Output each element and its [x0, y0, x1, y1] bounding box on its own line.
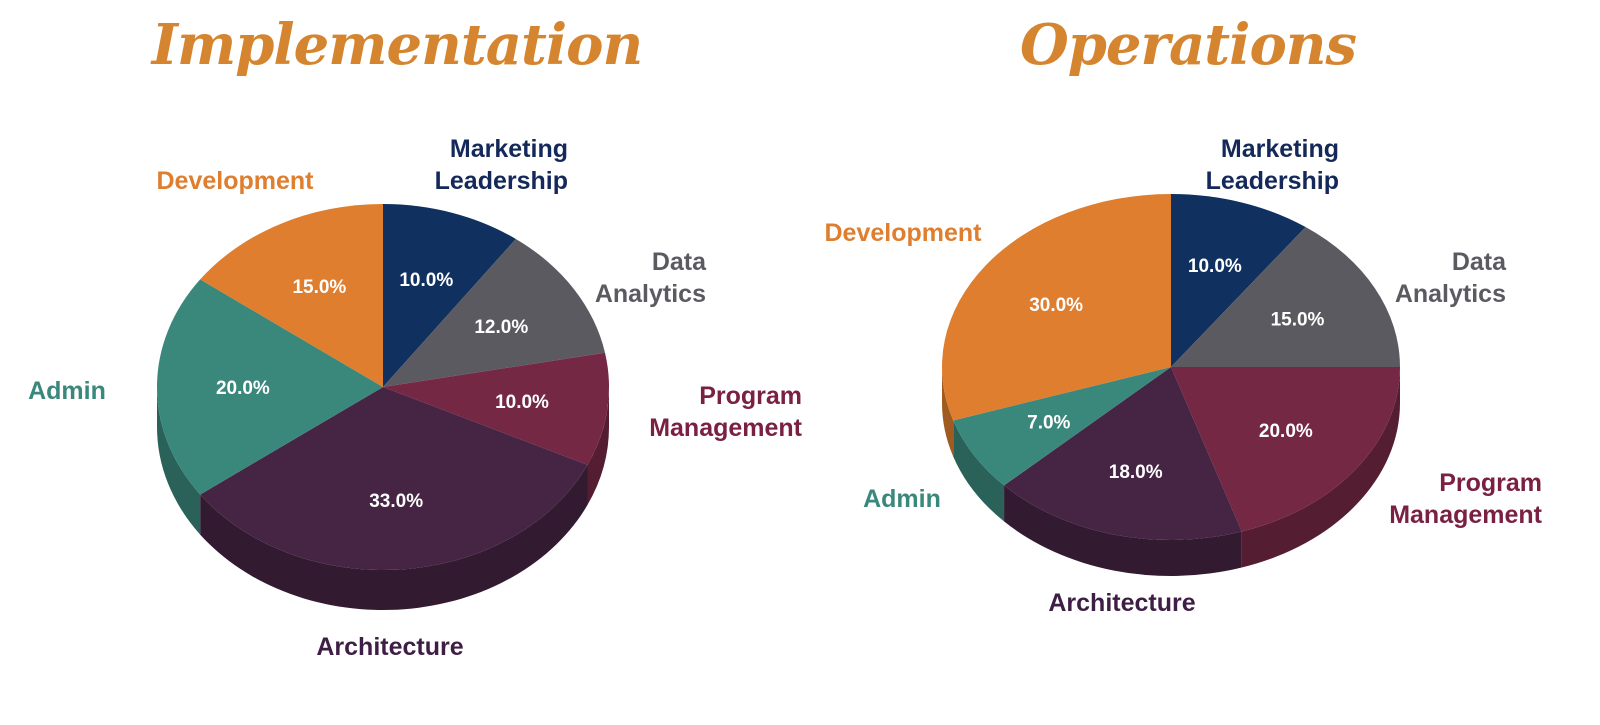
chart-title-implementation: Implementation [151, 12, 643, 78]
pie-slice [383, 238, 605, 387]
pie-chart-0: 10.0% 12.0% 10.0% 33.0% 20.0% 15.0% Marketing L… [28, 135, 803, 661]
pie-slice [1171, 227, 1400, 367]
pie-value-label: 15.0% [1271, 309, 1325, 330]
pie-value-label: 33.0% [369, 491, 423, 512]
pie-category-label: Admin [863, 485, 941, 513]
pie-slice [941, 194, 1171, 421]
pie-sides [157, 387, 609, 610]
pie-category-label: Program Management [649, 382, 802, 442]
chart-title-operations: Operations [1019, 12, 1357, 78]
pie-category-label: Marketing Leadership [1206, 135, 1339, 195]
pie-value-label: 10.0% [399, 270, 453, 291]
pie-sides [942, 367, 1400, 576]
pie-side-wall [157, 387, 201, 535]
pie-category-label: Development [157, 167, 315, 195]
pie-side-wall [1241, 367, 1400, 568]
pie-slice [157, 279, 383, 495]
pie-value-label: 20.0% [1259, 421, 1313, 442]
pie-category-label: Development [825, 219, 983, 247]
pie-category-label: Marketing Leadership [435, 135, 568, 195]
pie-category-label: Data Analytics [1395, 248, 1507, 308]
pie-slice [383, 352, 609, 465]
pie-category-label: Data Analytics [595, 248, 707, 308]
pie-value-label: 20.0% [216, 378, 270, 399]
pie-slice [953, 367, 1171, 486]
pie-chart-1: 10.0% 15.0% 20.0% 18.0% 7.0% 30.0% Marketing Le… [825, 135, 1543, 617]
pie-slice [200, 387, 588, 570]
pie-value-label: 10.0% [495, 392, 549, 413]
pie-side-wall [942, 367, 954, 457]
pie-category-label: Architecture [1048, 589, 1195, 617]
pie-value-label: 18.0% [1109, 462, 1163, 483]
pie-slice [1171, 194, 1306, 367]
pie-value-label: 10.0% [1188, 256, 1242, 277]
pie-slice [1171, 367, 1400, 532]
pie-category-label: Admin [28, 377, 106, 405]
pie-slices [941, 194, 1400, 540]
pie-side-wall [953, 420, 1005, 522]
pie-slices [157, 204, 609, 570]
pie-value-label: 7.0% [1027, 413, 1070, 434]
pie-value-label: 12.0% [474, 317, 528, 338]
pie-value-label: 30.0% [1029, 295, 1083, 316]
pie-category-label: Architecture [316, 633, 463, 661]
pie-category-label: Program Management [1389, 469, 1542, 529]
pie-side-wall [1004, 485, 1242, 576]
pie-side-wall [200, 464, 588, 610]
pie-slice [200, 204, 383, 387]
pie-slice [1004, 367, 1242, 540]
pie-slice [383, 204, 516, 387]
pie-side-wall [587, 387, 609, 505]
pie-value-label: 15.0% [292, 277, 346, 298]
